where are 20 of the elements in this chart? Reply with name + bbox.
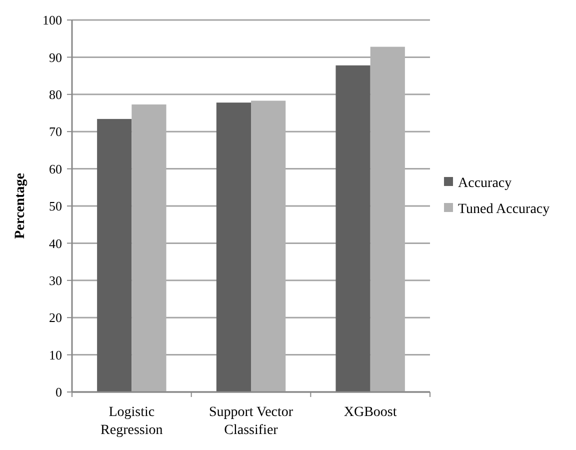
- bar: [336, 65, 370, 392]
- y-axis-title: Percentage: [13, 173, 28, 239]
- legend-label: Tuned Accuracy: [458, 202, 550, 217]
- y-tick-label: 60: [49, 161, 62, 176]
- y-tick-label: 10: [49, 347, 62, 362]
- x-tick-label: Support Vector Classifier: [208, 405, 294, 438]
- y-tick-label: 0: [56, 384, 62, 400]
- y-tick-label: 70: [49, 124, 62, 140]
- y-tick-label: 40: [49, 236, 62, 251]
- y-tick-label: 80: [49, 86, 62, 102]
- bar: [216, 102, 251, 392]
- y-tick-label: 50: [49, 198, 62, 214]
- legend-label: Accuracy: [458, 176, 512, 191]
- y-tick-label: 30: [49, 272, 62, 288]
- bar: [97, 118, 132, 392]
- y-tick-label: 100: [42, 12, 62, 28]
- y-tick-label: 90: [49, 50, 62, 65]
- y-tick-label: 20: [49, 310, 62, 326]
- x-tick-label: Logistic Regression: [100, 405, 163, 438]
- x-tick-label: XGBoost: [344, 405, 397, 420]
